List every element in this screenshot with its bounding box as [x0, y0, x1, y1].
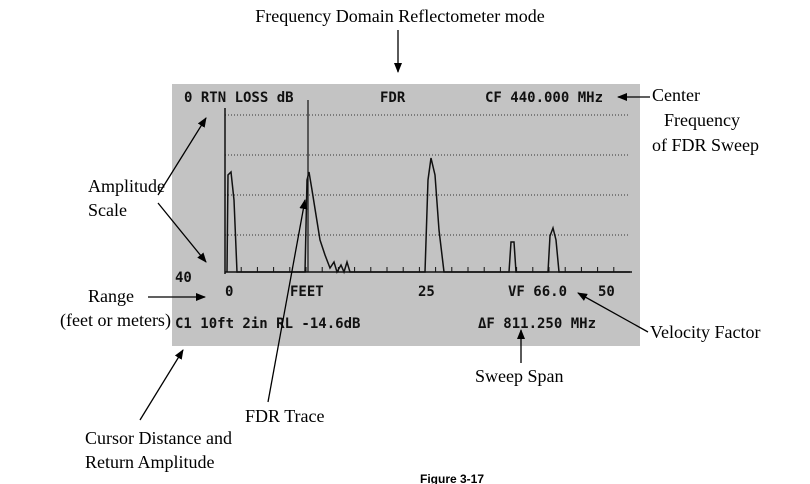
arrow [157, 202, 207, 263]
fdr-trace [226, 157, 630, 275]
ticks [224, 267, 615, 272]
arrow [577, 292, 649, 333]
header-mode: FDR [380, 90, 406, 106]
annotation: Frequency [664, 110, 740, 130]
title: Frequency Domain Reflectometer mode [255, 6, 544, 26]
x-label: 50 [598, 284, 615, 300]
annotation: Cursor Distance and [85, 428, 232, 448]
footer-span: ΔF 811.250 MHz [478, 316, 596, 332]
arrow [139, 349, 184, 421]
x-label: VF 66.0 [508, 284, 567, 300]
y-scale-label: 40 [175, 270, 192, 286]
arrow [157, 117, 207, 196]
annotation: FDR Trace [245, 406, 325, 426]
annotation: Center [652, 85, 700, 105]
screen [172, 84, 640, 346]
footer-cursor: C1 10ft 2in RL -14.6dB [175, 316, 360, 332]
x-label: 0 [225, 284, 233, 300]
annotation: (feet or meters) [60, 310, 171, 331]
annotation: of FDR Sweep [652, 135, 759, 155]
annotation: Range [88, 286, 134, 306]
x-label: FEET [290, 284, 324, 300]
annotation: Scale [88, 200, 127, 220]
arrow [267, 199, 308, 403]
x-label: 25 [418, 284, 435, 300]
annotation: Amplitude [88, 176, 165, 196]
header-cf: CF 440.000 MHz [485, 90, 603, 106]
header-left: 0 RTN LOSS dB [184, 90, 294, 106]
annotation: Return Amplitude [85, 452, 215, 472]
annotation: Velocity Factor [650, 322, 760, 342]
figure-label: Figure 3-17 [420, 472, 484, 484]
annotation: Sweep Span [475, 366, 564, 386]
